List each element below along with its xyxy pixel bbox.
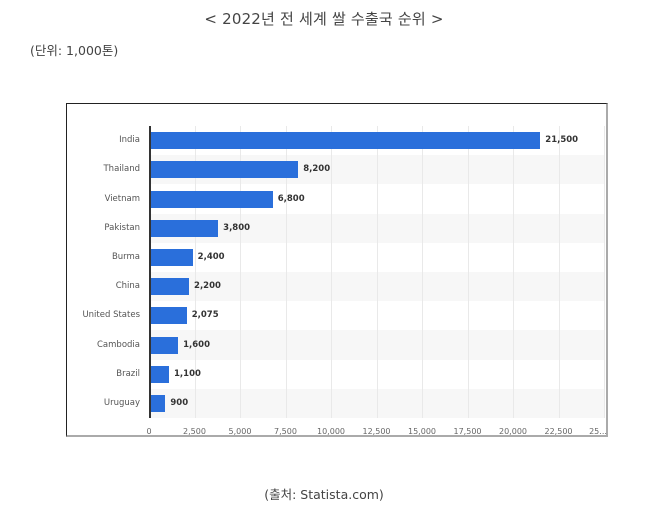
bar-thailand <box>149 161 299 179</box>
category-label: Pakistan <box>104 222 140 233</box>
gridline <box>422 126 423 418</box>
bar-vietnam <box>149 190 273 208</box>
bar-brazil <box>149 365 170 383</box>
value-label: 1,100 <box>174 368 201 379</box>
category-label: China <box>115 281 140 292</box>
source-caption: (출처: Statista.com) <box>264 487 384 502</box>
bar-china <box>149 278 190 296</box>
x-tick-label: 20,000 <box>499 427 527 436</box>
category-label: Thailand <box>103 164 140 175</box>
x-tick-label: 17,500 <box>453 427 482 436</box>
category-label: Uruguay <box>103 397 140 408</box>
category-label: Cambodia <box>97 339 140 350</box>
gridline <box>285 126 287 418</box>
value-label: 1,600 <box>183 339 210 350</box>
plot-area: 21,500 8,200 6,800 3,800 2,400 2,200 2,075 1,60… <box>149 126 605 418</box>
value-label: 21,500 <box>545 135 579 146</box>
bar-united-states <box>149 307 187 325</box>
x-tick-label: 25... <box>589 427 607 436</box>
y-axis-line <box>149 126 151 418</box>
value-label: 2,200 <box>194 281 221 292</box>
value-label: 2,400 <box>197 251 225 262</box>
x-tick-label: 10,000 <box>317 427 345 436</box>
gridline <box>194 126 196 418</box>
gridline <box>376 126 378 418</box>
value-label: 6,800 <box>277 193 305 204</box>
category-label: Brazil <box>116 368 140 379</box>
value-label: 900 <box>170 397 189 408</box>
gridline <box>558 126 560 418</box>
bar-uruguay <box>149 394 166 412</box>
bar-india <box>149 132 541 150</box>
category-label: United States <box>82 310 140 321</box>
category-label: Vietnam <box>104 193 140 204</box>
x-tick-label: 22,500 <box>544 427 573 436</box>
x-tick-label: 12,500 <box>362 427 391 436</box>
gridline <box>604 126 605 418</box>
x-tick-label: 0 <box>146 427 152 436</box>
gridline <box>513 126 514 418</box>
gridline <box>240 126 241 418</box>
x-tick-label: 15,000 <box>408 427 436 436</box>
x-tick-label: 7,500 <box>274 427 297 436</box>
value-label: 2,075 <box>191 310 219 321</box>
bar-cambodia <box>149 336 179 354</box>
bar-pakistan <box>149 219 219 237</box>
x-tick-label: 2,500 <box>183 427 206 436</box>
bar-burma <box>149 248 193 266</box>
category-label: Burma <box>111 251 140 262</box>
gridline <box>331 126 332 418</box>
chart-title: < 2022년 전 세계 쌀 수출국 순위 > <box>204 10 444 28</box>
x-tick-label: 5,000 <box>228 427 252 436</box>
category-label: India <box>119 135 140 146</box>
gridline <box>467 126 469 418</box>
unit-label: (단위: 1,000톤) <box>30 43 119 58</box>
value-label: 3,800 <box>223 222 251 233</box>
value-label: 8,200 <box>303 164 331 175</box>
